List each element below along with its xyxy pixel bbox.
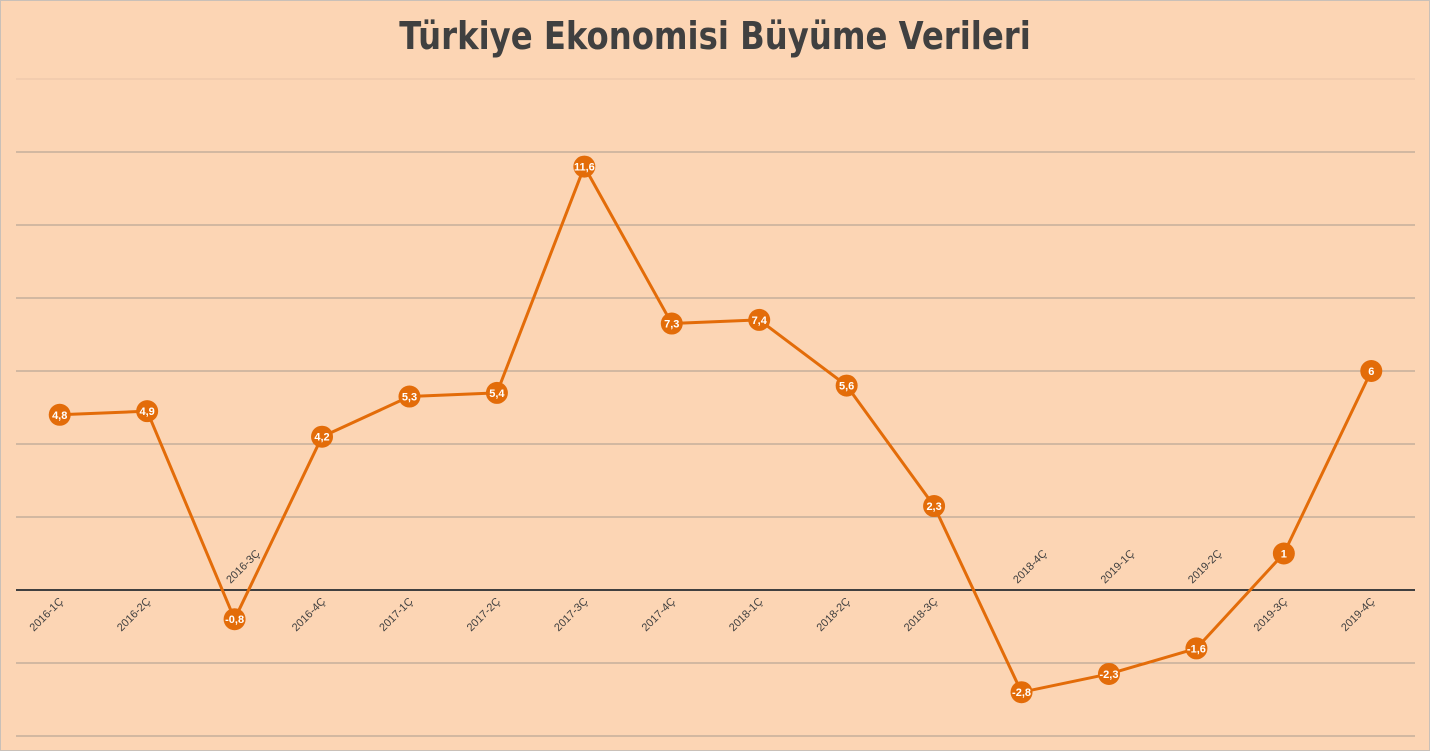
data-label: -0,8 <box>225 614 244 626</box>
x-tick-label: 2019-3Ç <box>1252 596 1290 634</box>
data-label: 4,9 <box>140 406 155 418</box>
data-point <box>748 308 771 331</box>
data-label: 6 <box>1368 366 1374 378</box>
data-point <box>660 312 683 335</box>
data-point <box>1185 637 1208 660</box>
x-tick-label: 2017-4Ç <box>640 596 678 634</box>
data-label: 2,3 <box>926 501 941 513</box>
x-tick-label: 2018-3Ç <box>902 596 940 634</box>
x-tick-label: 2018-1Ç <box>727 596 765 634</box>
data-label: 5,3 <box>402 392 417 404</box>
data-point <box>136 400 159 423</box>
data-point <box>311 425 334 448</box>
data-label: 1 <box>1281 549 1287 561</box>
x-tick-label: 2019-4Ç <box>1339 596 1377 634</box>
data-label: -1,6 <box>1187 643 1206 655</box>
data-label: -2,3 <box>1099 669 1118 681</box>
x-tick-label: 2018-4Ç <box>1011 548 1049 586</box>
x-tick-label: 2017-3Ç <box>552 596 590 634</box>
x-tick-label: 2017-1Ç <box>377 596 415 634</box>
data-point <box>398 385 421 408</box>
x-tick-label: 2018-2Ç <box>814 596 852 634</box>
x-tick-label: 2019-1Ç <box>1099 548 1137 586</box>
data-label: 7,3 <box>664 319 679 331</box>
data-point <box>48 403 71 426</box>
x-tick-label: 2016-4Ç <box>290 596 328 634</box>
data-label: 7,4 <box>752 315 768 327</box>
data-point <box>223 608 246 631</box>
data-label: 4,8 <box>52 410 67 422</box>
data-point <box>573 155 596 178</box>
data-label: 5,6 <box>839 381 854 393</box>
data-point <box>1360 360 1383 382</box>
x-tick-label: 2019-2Ç <box>1186 548 1224 586</box>
data-label: 5,4 <box>489 388 505 400</box>
data-label: -2,8 <box>1012 687 1031 699</box>
x-tick-label: 2016-3Ç <box>224 548 262 586</box>
data-point <box>1097 662 1120 685</box>
data-label: 4,2 <box>314 432 329 444</box>
chart-title: Türkiye Ekonomisi Büyüme Verileri <box>399 14 1031 58</box>
data-point <box>1272 542 1295 565</box>
series-line <box>59 165 1373 694</box>
data-label: 11,6 <box>574 162 595 174</box>
data-point <box>835 374 858 397</box>
data-point <box>485 381 508 404</box>
data-point <box>923 495 946 518</box>
x-tick-label: 2016-1Ç <box>28 596 66 634</box>
data-point <box>1010 681 1033 704</box>
x-tick-label: 2016-2Ç <box>115 596 153 634</box>
x-tick-label: 2017-2Ç <box>465 596 503 634</box>
